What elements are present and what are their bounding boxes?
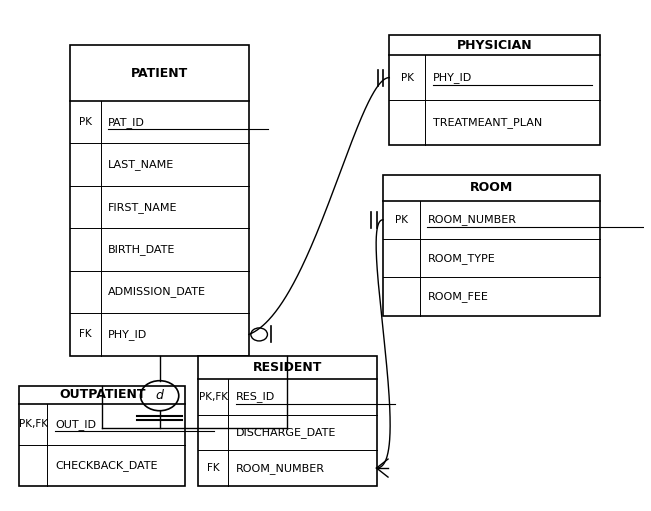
Text: ROOM_NUMBER: ROOM_NUMBER xyxy=(236,462,325,474)
Text: PK,FK: PK,FK xyxy=(199,392,228,402)
Text: PK,FK: PK,FK xyxy=(19,419,48,429)
Text: PHY_ID: PHY_ID xyxy=(108,329,148,340)
Text: d: d xyxy=(156,389,163,402)
Text: FK: FK xyxy=(207,463,219,473)
Text: ADMISSION_DATE: ADMISSION_DATE xyxy=(108,287,206,297)
Text: PAT_ID: PAT_ID xyxy=(108,117,145,128)
Text: DISCHARGE_DATE: DISCHARGE_DATE xyxy=(236,427,337,438)
Text: CHECKBACK_DATE: CHECKBACK_DATE xyxy=(55,460,158,471)
Text: LAST_NAME: LAST_NAME xyxy=(108,159,174,170)
Text: PK: PK xyxy=(79,118,92,127)
Text: ROOM: ROOM xyxy=(470,181,513,195)
Bar xyxy=(70,45,249,356)
Text: RESIDENT: RESIDENT xyxy=(253,361,322,374)
Bar xyxy=(20,386,185,486)
Text: PATIENT: PATIENT xyxy=(131,66,188,80)
Bar xyxy=(198,356,376,486)
Text: PK: PK xyxy=(395,215,408,225)
Text: BIRTH_DATE: BIRTH_DATE xyxy=(108,244,176,255)
Text: TREATMEANT_PLAN: TREATMEANT_PLAN xyxy=(433,118,542,128)
Text: ROOM_FEE: ROOM_FEE xyxy=(428,291,488,302)
Text: ROOM_NUMBER: ROOM_NUMBER xyxy=(428,214,516,225)
Text: OUT_ID: OUT_ID xyxy=(55,419,96,430)
Text: ROOM_TYPE: ROOM_TYPE xyxy=(428,252,495,264)
Text: FIRST_NAME: FIRST_NAME xyxy=(108,202,178,213)
Text: OUTPATIENT: OUTPATIENT xyxy=(59,388,145,401)
Text: PK: PK xyxy=(401,73,413,83)
Text: PHY_ID: PHY_ID xyxy=(433,72,472,83)
Bar xyxy=(383,175,600,316)
Text: PHYSICIAN: PHYSICIAN xyxy=(457,38,533,52)
Bar xyxy=(389,35,600,145)
Text: RES_ID: RES_ID xyxy=(236,391,275,402)
Text: FK: FK xyxy=(79,330,92,339)
